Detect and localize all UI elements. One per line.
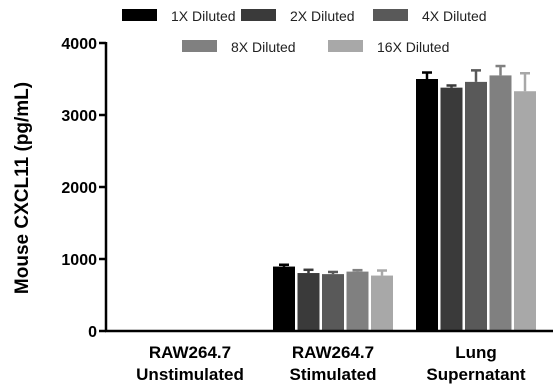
legend-label: 16X Diluted bbox=[377, 39, 449, 55]
legend-label: 8X Diluted bbox=[231, 39, 296, 55]
legend-label: 4X Diluted bbox=[422, 8, 487, 24]
y-tick-label: 2000 bbox=[61, 180, 97, 197]
bar bbox=[371, 275, 393, 331]
bar bbox=[273, 266, 295, 331]
legend-swatch bbox=[182, 40, 217, 52]
bars bbox=[130, 64, 536, 332]
x-category-label: RAW264.7 bbox=[292, 343, 374, 362]
x-category-label: Lung bbox=[455, 343, 497, 362]
bar bbox=[465, 81, 487, 331]
x-category-label: Supernatant bbox=[426, 365, 526, 384]
legend-swatch bbox=[241, 9, 276, 21]
legend-swatch bbox=[122, 9, 157, 21]
bar bbox=[514, 91, 536, 332]
axes: 0 1000 2000 3000 4000 RAW264.7 Unstimulated RAW… bbox=[61, 36, 553, 384]
y-tick-label: 3000 bbox=[61, 108, 97, 125]
y-tick-label: 4000 bbox=[61, 36, 97, 53]
bar bbox=[346, 271, 369, 331]
legend-swatch bbox=[328, 40, 363, 52]
y-tick-label: 0 bbox=[88, 324, 97, 341]
x-category-label: Stimulated bbox=[290, 365, 377, 384]
legend-label: 2X Diluted bbox=[290, 8, 355, 24]
legend: 1X Diluted 2X Diluted 4X Diluted 8X Diluted… bbox=[122, 8, 487, 55]
bar bbox=[489, 75, 512, 332]
bar bbox=[297, 273, 320, 331]
bar bbox=[440, 87, 463, 331]
legend-swatch bbox=[373, 9, 408, 21]
x-category-label: Unstimulated bbox=[136, 365, 244, 384]
x-category-label: RAW264.7 bbox=[149, 343, 231, 362]
y-tick-label: 1000 bbox=[61, 252, 97, 269]
legend-label: 1X Diluted bbox=[171, 8, 236, 24]
bar bbox=[416, 79, 438, 331]
bar bbox=[322, 274, 344, 331]
y-axis-title: Mouse CXCL11 (pg/mL) bbox=[12, 82, 33, 294]
